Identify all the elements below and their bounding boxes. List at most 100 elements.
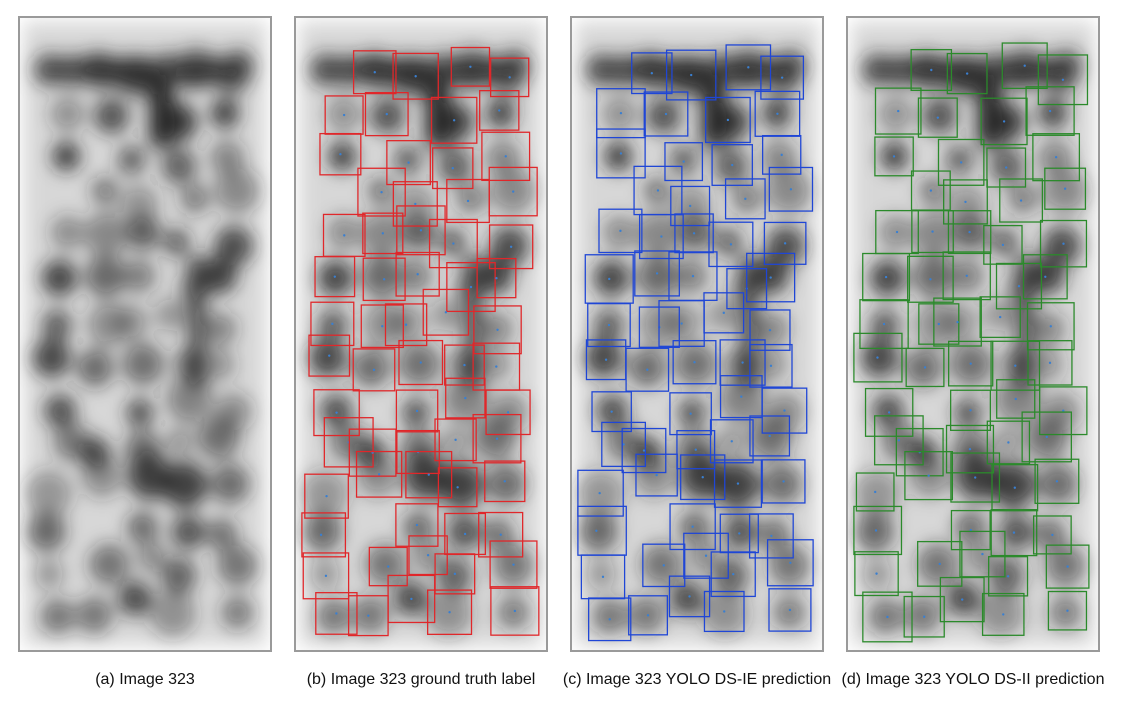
bounding-box	[577, 469, 624, 517]
particle-blob	[437, 148, 473, 184]
particle-blob	[104, 55, 137, 88]
bounding-box	[748, 513, 794, 559]
particle-blob	[393, 145, 423, 175]
bounding-box	[670, 185, 711, 227]
box-center-dot	[1051, 533, 1054, 537]
particle-blob	[210, 464, 250, 505]
box-center-dot	[426, 554, 430, 557]
box-center-dot	[929, 278, 932, 281]
particle-blob	[755, 312, 790, 346]
particle-blob	[357, 52, 389, 84]
particle-blob	[758, 518, 790, 551]
particle-blob	[162, 228, 191, 257]
box-center-dot	[610, 410, 613, 413]
box-center-dot	[452, 242, 455, 245]
particle-blobs	[301, 47, 536, 637]
box-center-dot	[1007, 441, 1010, 444]
particle-blob	[126, 511, 159, 544]
particle-blob	[1042, 226, 1082, 266]
bounding-box	[313, 389, 360, 437]
bounding-box	[942, 251, 991, 301]
box-center-dot	[1013, 486, 1016, 489]
bounding-box	[990, 340, 1041, 391]
bounding-box	[472, 413, 522, 464]
box-center-dot	[694, 448, 697, 451]
bounding-box	[591, 391, 632, 433]
box-center-dot	[923, 615, 926, 618]
box-center-dot	[783, 242, 787, 245]
box-center-dot	[884, 275, 888, 279]
box-center-dot	[736, 482, 740, 485]
box-center-dot	[655, 272, 659, 275]
particle-blob	[577, 470, 625, 518]
bounding-box	[980, 97, 1028, 146]
bounding-box	[946, 52, 988, 95]
bounding-box	[476, 257, 517, 299]
bounding-box	[669, 392, 712, 436]
bounding-box	[854, 551, 899, 597]
box-center-dot	[509, 245, 513, 248]
box-center-dot	[410, 597, 413, 601]
particle-blob	[860, 338, 899, 378]
box-center-dot	[682, 160, 685, 163]
box-center-dot	[887, 411, 891, 414]
bounding-box	[1039, 219, 1088, 268]
box-center-dot	[512, 190, 515, 193]
bounding-box	[445, 377, 486, 419]
bounding-box	[676, 430, 716, 470]
particle-blob	[954, 511, 987, 544]
particle-blob	[885, 54, 917, 87]
box-center-dot	[1023, 64, 1026, 67]
box-center-dot	[463, 363, 466, 367]
box-center-dot	[1012, 531, 1016, 534]
particle-blob	[953, 398, 982, 428]
box-center-dot	[343, 234, 346, 237]
bounding-box	[959, 530, 1006, 578]
box-center-dot	[499, 533, 502, 536]
particle-blob	[326, 215, 361, 250]
bounding-box	[1044, 167, 1087, 210]
particle-blob	[473, 416, 516, 460]
bounding-box	[990, 509, 1038, 557]
bounding-box	[1045, 544, 1090, 589]
particle-blob	[88, 543, 131, 586]
particle-blob	[1038, 464, 1078, 505]
particle-blob	[185, 276, 209, 301]
bounding-box	[664, 142, 704, 182]
box-center-dot	[999, 315, 1002, 319]
particle-blob	[352, 348, 390, 387]
box-center-dot	[874, 529, 878, 532]
particle-blob	[402, 215, 437, 250]
bounding-box	[601, 421, 646, 468]
panel-a-image	[18, 16, 272, 652]
particle-blob	[32, 338, 71, 378]
box-center-dot	[936, 116, 940, 119]
box-center-dot	[448, 611, 451, 614]
particle-blob	[171, 514, 206, 550]
particle-blob	[352, 596, 389, 634]
particle-blob	[121, 258, 156, 293]
bounding-box	[763, 221, 807, 265]
particle-blob	[752, 256, 790, 294]
bounding-box	[762, 134, 802, 175]
bounding-box	[713, 459, 763, 508]
particle-blob	[403, 454, 449, 500]
box-center-dot	[495, 276, 498, 280]
particle-blob	[861, 53, 894, 86]
particle-blob	[214, 226, 254, 266]
bounding-box	[746, 252, 796, 303]
bounding-box	[1022, 254, 1068, 300]
box-center-dot	[783, 409, 786, 412]
box-center-dot	[1066, 609, 1069, 612]
particle-blob	[989, 148, 1025, 184]
bounding-box	[710, 551, 756, 598]
box-center-dot	[662, 564, 665, 567]
particle-blob	[438, 228, 467, 257]
box-center-dot	[732, 572, 735, 576]
particle-blob	[441, 427, 470, 457]
particle-blob	[989, 461, 1036, 509]
particle-blob	[316, 598, 351, 634]
bounding-box	[596, 88, 646, 139]
box-center-dot	[929, 189, 933, 192]
box-center-dot	[1001, 243, 1005, 247]
